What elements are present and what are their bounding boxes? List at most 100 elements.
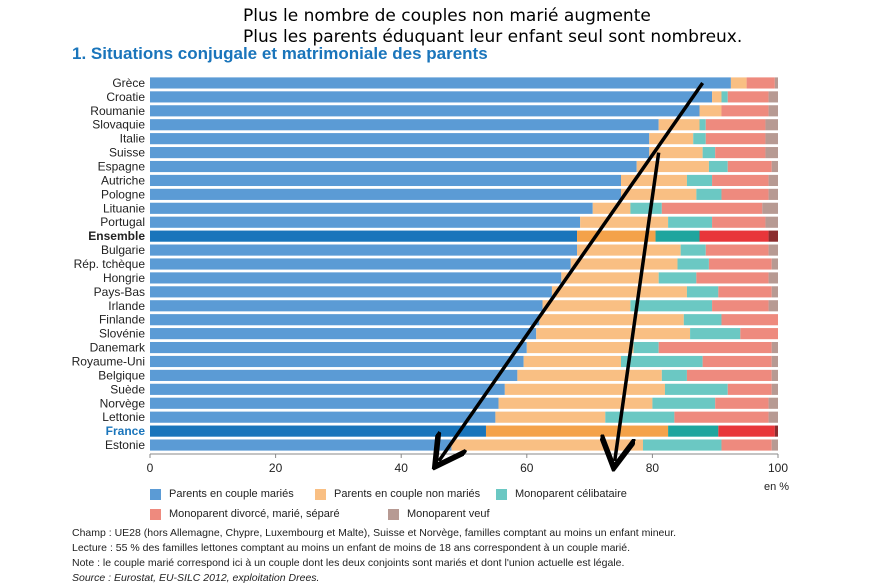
bar-slovaquie-monoparent-divorce-marie-separe [705, 119, 766, 131]
bar-ensemble-parents-en-couple-maries [150, 230, 578, 242]
annotation-line-2: Plus les parents éduquant leur enfant se… [243, 27, 743, 47]
bar-pologne-monoparent-veuf [768, 188, 778, 200]
bar-roumanie-parents-en-couple-maries [150, 105, 700, 117]
bar-suisse-monoparent-celibataire [702, 147, 716, 159]
bar-pologne-parents-en-couple-maries [150, 188, 621, 200]
bar-france-parents-en-couple-non-maries [485, 425, 669, 437]
annotation-arrow-1 [439, 81, 705, 461]
bar-lituanie-parents-en-couple-non-maries [592, 202, 631, 214]
bar-autriche-monoparent-divorce-marie-separe [712, 174, 769, 187]
bar-hongrie-monoparent-veuf [768, 272, 778, 284]
bar-pologne-parents-en-couple-non-maries [621, 188, 697, 200]
bar-rep-tcheque-parents-en-couple-non-maries [570, 258, 678, 270]
bar-italie-monoparent-divorce-marie-separe [705, 133, 766, 145]
category-label-grece: Grèce [112, 76, 145, 90]
bar-royaume-uni-parents-en-couple-non-maries [523, 355, 621, 368]
category-label-pays-bas: Pays-Bas [94, 285, 145, 299]
x-tick-label-0: 0 [147, 461, 154, 475]
bar-portugal-parents-en-couple-maries [150, 216, 581, 228]
bar-danemark-parents-en-couple-non-maries [526, 341, 634, 354]
bar-bulgarie-monoparent-veuf [768, 244, 778, 256]
bar-espagne-monoparent-divorce-marie-separe [727, 160, 772, 173]
x-tick-label-60: 60 [520, 461, 534, 475]
bar-hongrie-parents-en-couple-non-maries [561, 272, 659, 284]
bar-suede-monoparent-divorce-marie-separe [727, 383, 772, 395]
bar-norvege-monoparent-veuf [768, 397, 778, 409]
bar-irlande-parents-en-couple-non-maries [542, 300, 631, 312]
legend-item-maries: Parents en couple mariés [150, 488, 294, 500]
bar-italie-parents-en-couple-non-maries [649, 133, 694, 145]
bar-lettonie-monoparent-divorce-marie-separe [674, 411, 769, 423]
legend-swatch-divorce [150, 508, 161, 520]
annotation-arrow-2 [615, 152, 661, 461]
category-label-suisse: Suisse [109, 146, 145, 160]
category-label-hongrie: Hongrie [103, 271, 145, 285]
bar-hongrie-parents-en-couple-maries [150, 272, 562, 284]
bar-royaume-uni-parents-en-couple-maries [150, 355, 524, 368]
bar-slovaquie-monoparent-celibataire [699, 119, 706, 131]
legend-label-divorce: Monoparent divorcé, marié, séparé [169, 508, 340, 520]
category-label-finlande: Finlande [99, 313, 145, 327]
bar-lettonie-monoparent-veuf [768, 411, 778, 423]
bar-pays-bas-monoparent-celibataire [686, 286, 719, 298]
bar-estonie-monoparent-celibataire [642, 439, 722, 451]
bar-slovaquie-parents-en-couple-maries [150, 119, 659, 131]
category-label-slovenie: Slovénie [99, 327, 145, 341]
bar-belgique-parents-en-couple-non-maries [517, 369, 662, 381]
bar-espagne-monoparent-veuf [771, 160, 778, 173]
bar-belgique-parents-en-couple-maries [150, 369, 518, 381]
bar-roumanie-monoparent-divorce-marie-separe [721, 105, 769, 117]
legend-item-celibataire: Monoparent célibataire [496, 488, 627, 500]
bar-portugal-parents-en-couple-non-maries [580, 216, 669, 228]
bar-france-monoparent-veuf [774, 425, 778, 437]
bar-pologne-monoparent-celibataire [696, 188, 722, 200]
bar-estonie-parents-en-couple-maries [150, 439, 452, 451]
bar-norvege-parents-en-couple-maries [150, 397, 499, 409]
bar-autriche-monoparent-veuf [768, 174, 778, 187]
bar-finlande-parents-en-couple-maries [150, 314, 540, 326]
legend-swatch-maries [150, 488, 161, 500]
bar-norvege-parents-en-couple-non-maries [498, 397, 653, 409]
bar-autriche-monoparent-celibataire [686, 174, 713, 187]
bar-danemark-parents-en-couple-maries [150, 341, 527, 354]
bar-bulgarie-parents-en-couple-maries [150, 244, 578, 256]
bar-france-parents-en-couple-maries [150, 425, 486, 437]
bar-irlande-monoparent-celibataire [630, 300, 713, 312]
bar-danemark-monoparent-veuf [771, 341, 778, 354]
x-tick-label-20: 20 [269, 461, 283, 475]
bar-grece-monoparent-veuf [774, 77, 778, 89]
bar-estonie-parents-en-couple-non-maries [451, 439, 643, 451]
bar-estonie-monoparent-veuf [771, 439, 778, 451]
legend-label-maries: Parents en couple mariés [169, 488, 294, 500]
bar-slovaquie-monoparent-veuf [765, 119, 778, 131]
bar-roumanie-parents-en-couple-non-maries [699, 105, 722, 117]
category-label-danemark: Danemark [90, 341, 146, 355]
x-tick-label-80: 80 [646, 461, 660, 475]
bar-lettonie-parents-en-couple-non-maries [495, 411, 606, 423]
bar-rep-tcheque-monoparent-veuf [771, 258, 778, 270]
bar-suisse-parents-en-couple-maries [150, 147, 650, 159]
note-lecture: Lecture : 55 % des familles lettones com… [72, 542, 630, 554]
bar-croatie-monoparent-veuf [768, 91, 778, 103]
bar-pays-bas-monoparent-divorce-marie-separe [718, 286, 772, 298]
category-label-royaume-uni: Royaume-Uni [72, 354, 145, 368]
legend-swatch-veuf [388, 508, 399, 520]
bar-croatie-parents-en-couple-non-maries [712, 91, 722, 103]
category-label-slovaquie: Slovaquie [92, 118, 145, 132]
bar-hongrie-monoparent-divorce-marie-separe [696, 272, 769, 284]
category-label-suede: Suède [110, 382, 145, 396]
bar-portugal-monoparent-celibataire [668, 216, 713, 228]
bar-finlande-monoparent-celibataire [683, 314, 722, 326]
bar-roumanie-monoparent-veuf [768, 105, 778, 117]
bar-italie-monoparent-veuf [765, 133, 778, 145]
legend-swatch-non-maries [315, 488, 326, 500]
bar-bulgarie-parents-en-couple-non-maries [577, 244, 681, 256]
bar-belgique-monoparent-celibataire [661, 369, 687, 381]
x-tick-label-40: 40 [395, 461, 409, 475]
legend-label-non-maries: Parents en couple non mariés [334, 488, 481, 500]
bar-espagne-monoparent-celibataire [708, 160, 728, 173]
bar-pays-bas-parents-en-couple-maries [150, 286, 552, 298]
bar-lituanie-monoparent-celibataire [630, 202, 662, 214]
bar-grece-parents-en-couple-non-maries [730, 77, 747, 89]
